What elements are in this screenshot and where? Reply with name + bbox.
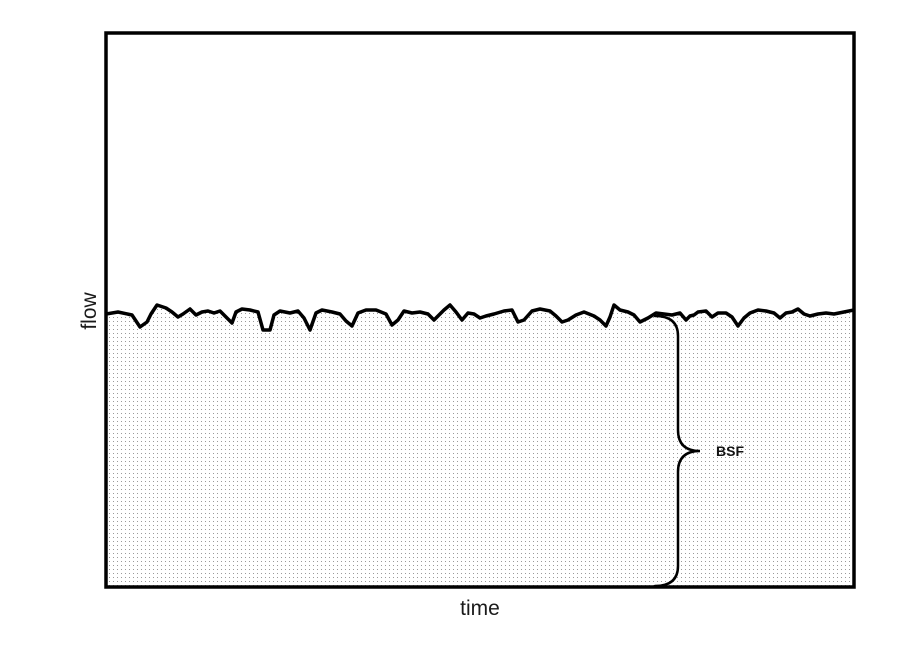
plot-frame bbox=[104, 31, 856, 589]
x-axis-label: time bbox=[460, 597, 500, 620]
y-axis-label: flow bbox=[78, 292, 101, 330]
flow-line bbox=[106, 303, 854, 332]
baseflow-area bbox=[106, 305, 854, 587]
bsf-label: BSF bbox=[716, 443, 744, 459]
bsf-brace bbox=[653, 314, 701, 588]
